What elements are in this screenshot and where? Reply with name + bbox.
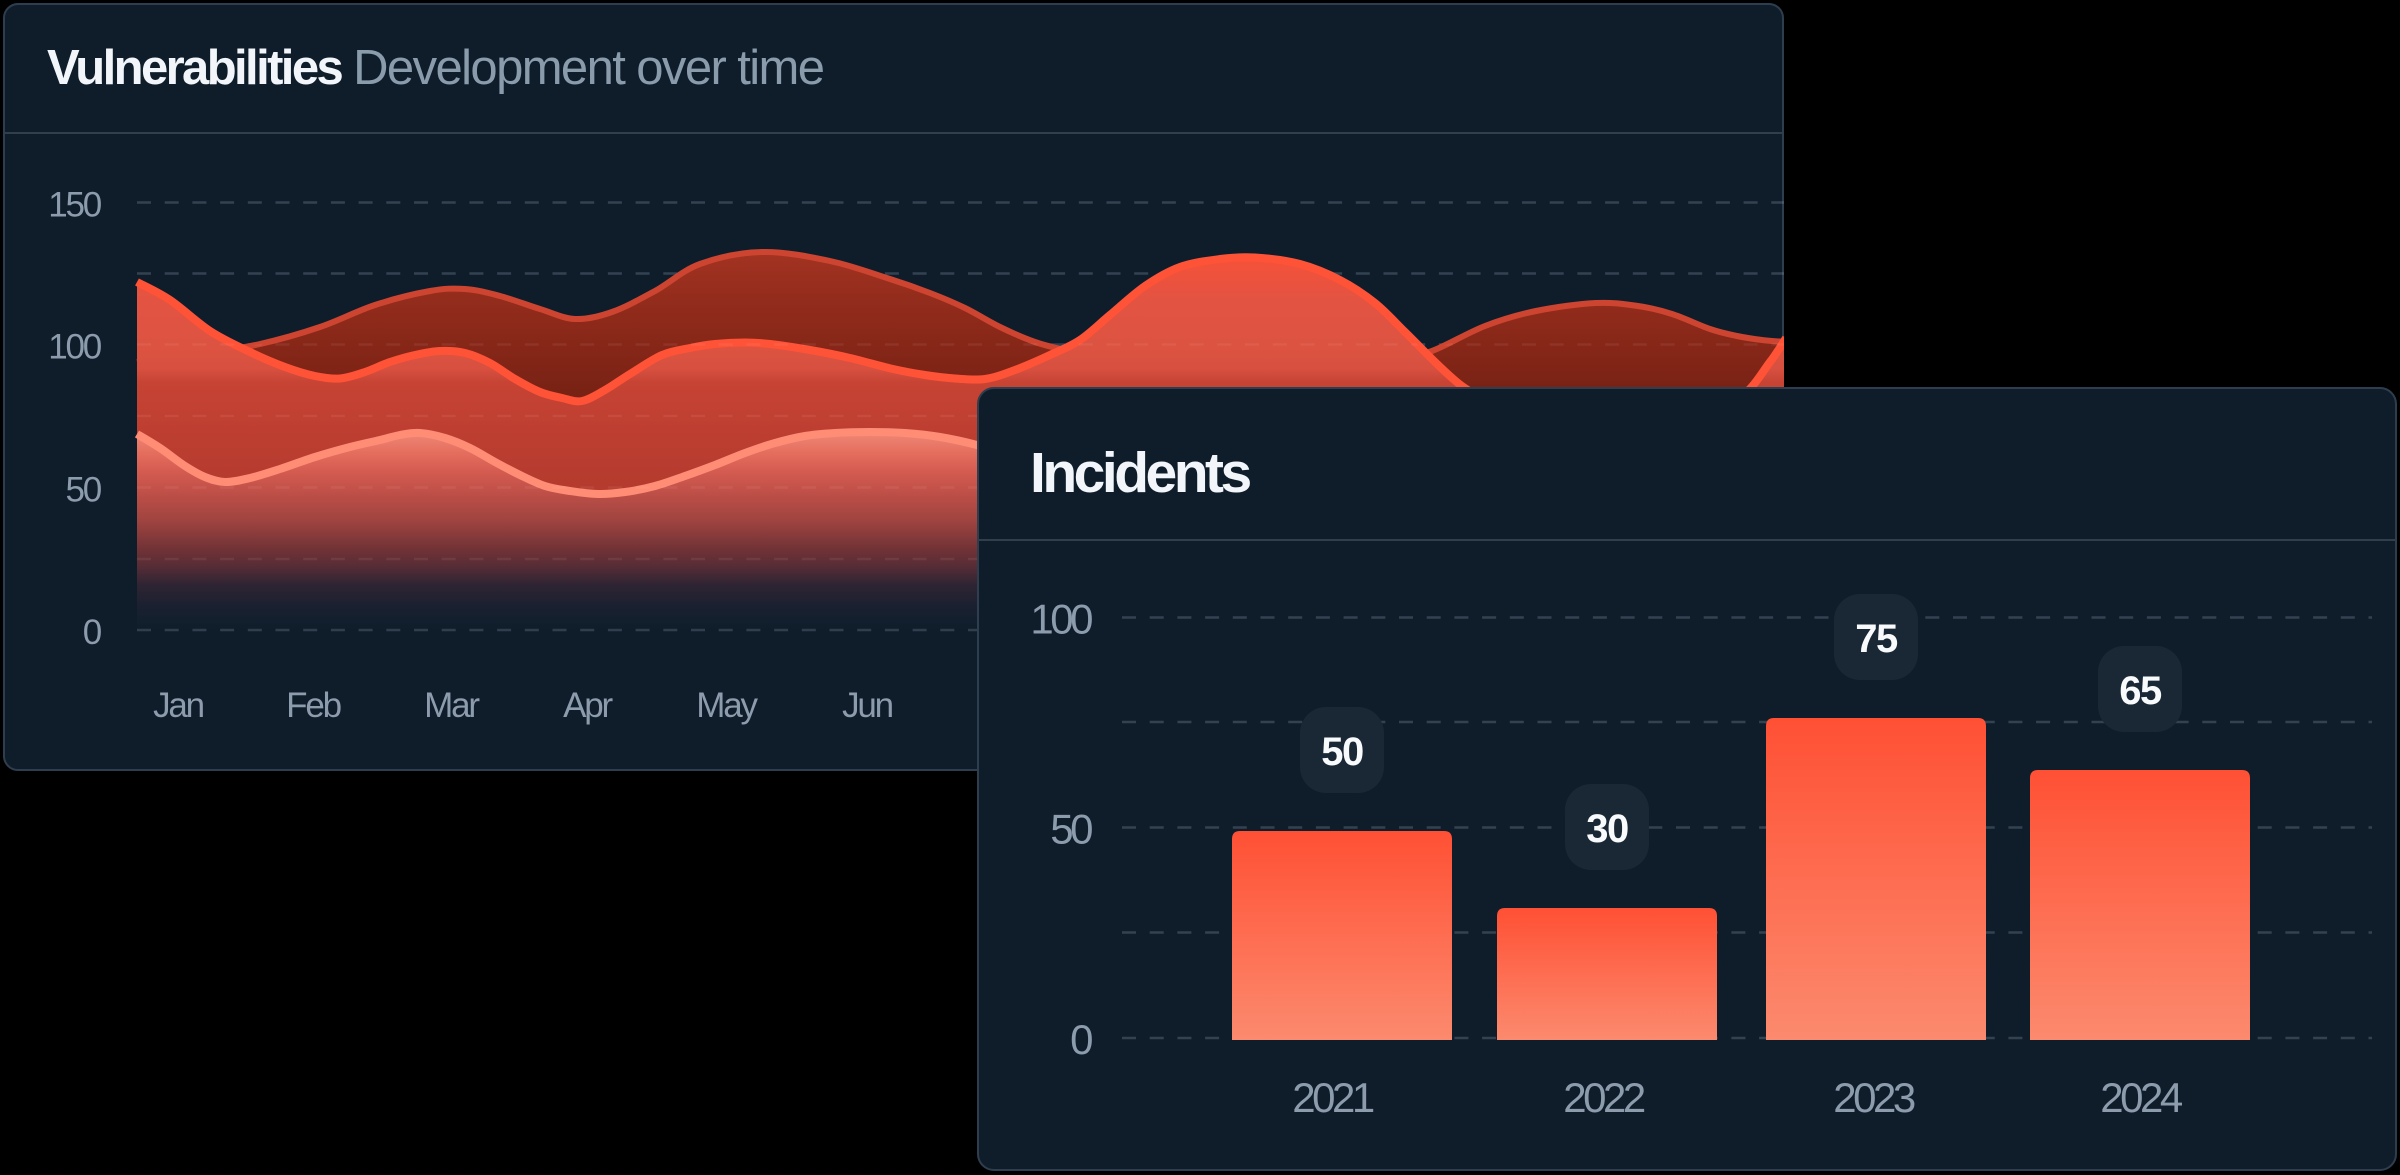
svg-text:May: May	[696, 686, 758, 725]
svg-text:Apr: Apr	[563, 686, 613, 725]
svg-text:Jan: Jan	[153, 686, 204, 725]
svg-text:50: 50	[1050, 806, 1092, 853]
svg-text:2023: 2023	[1833, 1074, 1915, 1121]
svg-text:2021: 2021	[1292, 1074, 1374, 1121]
svg-text:50: 50	[65, 471, 101, 510]
svg-text:Vulnerabilities Development ov: Vulnerabilities Development over time	[47, 41, 824, 95]
svg-text:30: 30	[1586, 807, 1628, 851]
svg-text:100: 100	[1030, 596, 1092, 643]
svg-text:Jun: Jun	[842, 686, 893, 725]
svg-text:Feb: Feb	[286, 686, 340, 725]
svg-text:0: 0	[1070, 1016, 1092, 1063]
svg-text:75: 75	[1855, 617, 1898, 661]
svg-text:65: 65	[2119, 669, 2162, 713]
svg-text:Mar: Mar	[424, 686, 480, 725]
svg-text:2022: 2022	[1563, 1074, 1645, 1121]
svg-text:0: 0	[83, 613, 102, 652]
svg-text:Incidents: Incidents	[1030, 441, 1251, 505]
svg-text:2024: 2024	[2100, 1074, 2183, 1121]
svg-text:50: 50	[1321, 730, 1363, 774]
svg-text:100: 100	[48, 328, 102, 367]
svg-text:150: 150	[48, 186, 102, 225]
